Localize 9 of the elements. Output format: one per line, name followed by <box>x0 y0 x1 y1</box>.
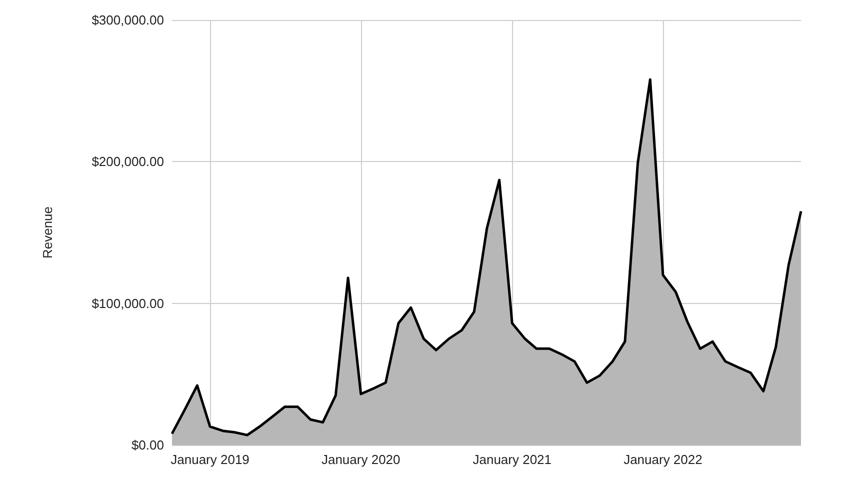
y-tick-label: $0.00 <box>131 438 164 452</box>
x-tick-label: January 2020 <box>321 452 400 467</box>
y-axis-title: Revenue <box>40 206 55 259</box>
x-tick-label: January 2022 <box>624 452 702 467</box>
x-tick-label: January 2019 <box>170 452 250 467</box>
y-tick-label: $200,000.00 <box>92 154 164 170</box>
y-tick-label: $100,000.00 <box>92 296 164 311</box>
y-tick-label: $300,000.00 <box>92 12 164 28</box>
x-tick-label: January 2021 <box>472 452 552 467</box>
